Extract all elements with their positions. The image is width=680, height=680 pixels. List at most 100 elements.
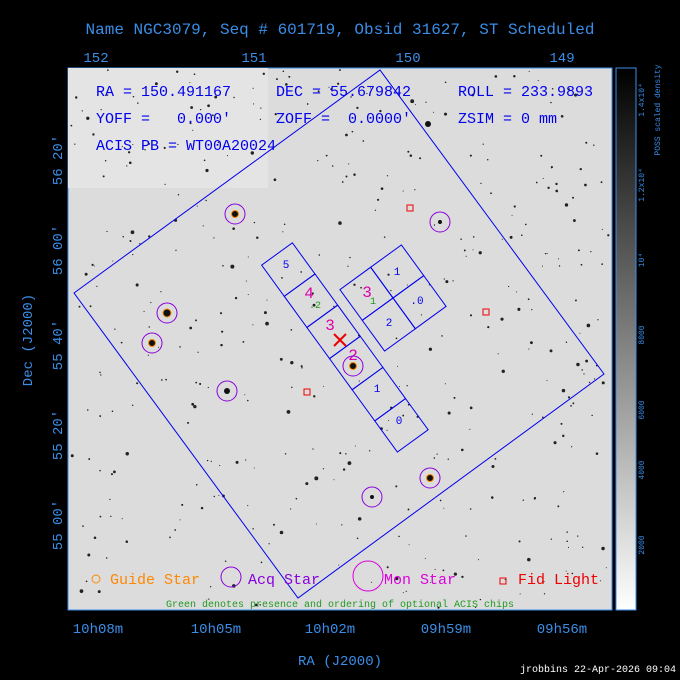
background-star [102,175,105,178]
acis-s-array [260,242,429,453]
background-star [574,299,577,302]
background-star [245,280,247,282]
background-star [409,154,413,157]
background-star [85,580,88,583]
background-star [106,230,108,233]
background-star [500,317,504,321]
background-star [256,236,259,239]
background-star [399,386,401,388]
colorbar-tick: 6000 [638,400,647,419]
background-star [501,369,505,373]
chip [374,397,429,453]
background-star [543,580,545,583]
background-star [395,485,398,488]
background-star [522,499,525,501]
tick-label: 56 00' [51,225,67,275]
legend-symbol [499,577,507,585]
background-star [543,593,546,595]
image-patch [68,68,268,188]
background-star [580,263,583,266]
background-star [150,302,152,304]
background-star [585,359,589,363]
background-star [527,557,531,562]
background-star [479,598,482,601]
tick-label: 55 00' [51,500,67,550]
background-star [219,464,221,467]
chip-label: .2 [309,301,321,312]
guide-star [349,362,357,370]
background-star [546,379,548,381]
background-star [442,569,445,572]
info-text: ROLL = 233.9893 [458,84,593,101]
background-star [407,150,410,153]
left-ticks: 56 20' 56 00' 55 40' 55 20' 55 00' [51,135,67,550]
background-star [469,314,473,317]
background-star [179,346,181,348]
background-star [341,524,343,526]
background-star [79,589,84,593]
background-star [570,446,573,448]
background-star [572,196,575,199]
background-star [370,581,373,583]
background-star [110,515,112,518]
tick-label: 150 [395,51,420,67]
background-star [315,523,317,525]
background-star [111,410,114,413]
legend-symbol [220,566,242,588]
background-star [586,323,591,328]
background-star [318,254,321,256]
background-star [395,337,398,340]
background-star [148,326,150,328]
background-star [494,75,498,78]
background-star [487,326,490,329]
background-star [147,354,149,356]
background-star [206,459,209,462]
info-block: RA = 150.491167 DEC = 55.679842 ROLL = 2… [96,84,593,155]
background-star [558,265,561,267]
background-star [233,96,235,99]
background-star [87,553,91,557]
background-star [362,140,365,142]
background-star [491,465,495,469]
background-star [301,367,303,369]
background-star [338,221,342,225]
background-star [577,535,579,537]
background-star [444,383,446,385]
background-star [387,273,390,276]
background-star [342,468,346,471]
background-star [217,141,220,144]
background-star [84,272,88,276]
background-star [213,237,215,239]
background-star [222,264,224,267]
background-star [600,181,603,184]
background-star [163,146,166,149]
fid-lights [303,204,490,396]
background-star [398,535,400,538]
background-star [91,263,94,266]
background-star [353,173,356,176]
background-star [593,144,595,146]
background-star [259,604,261,606]
background-star [99,371,101,374]
acq-stars [141,203,451,508]
background-star [424,557,426,559]
background-star [189,82,191,84]
background-star [127,151,131,154]
background-star [175,249,177,251]
colorbar-ticks: 1.4x10⁴ 1.2x10⁴ 10⁴ 8000 6000 4000 2000 … [638,64,663,554]
background-star [314,476,319,481]
background-star [195,484,198,486]
background-star [453,572,457,576]
background-star [531,413,533,415]
background-star [120,341,123,344]
background-star [333,479,335,481]
background-star [88,458,91,461]
background-star [509,235,513,239]
guide-star [148,339,156,347]
background-star [460,238,462,240]
background-star [276,78,278,80]
background-star [139,242,141,245]
background-star [452,280,454,282]
background-star [323,385,325,387]
background-star [582,546,584,549]
